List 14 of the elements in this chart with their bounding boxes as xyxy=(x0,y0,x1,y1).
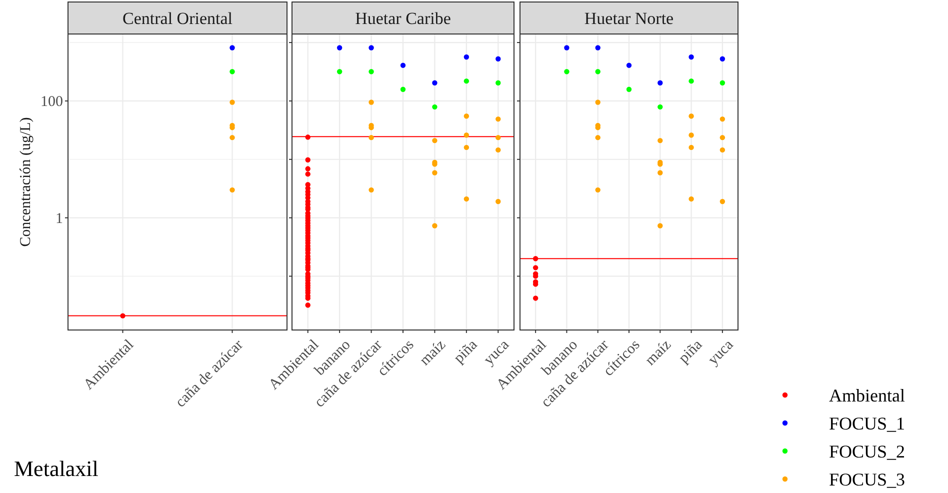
y-axis-title: Concentración (ug/L) xyxy=(18,117,34,247)
x-tick-label: piña xyxy=(676,336,706,367)
x-tick-label: maíz xyxy=(642,336,675,369)
chart-title: Central Oriental xyxy=(122,9,233,28)
legend-label: FOCUS_3 xyxy=(829,469,906,490)
y-tick-label: 1 xyxy=(56,211,63,228)
legend-label: FOCUS_2 xyxy=(829,441,906,462)
chart-title: Huetar Norte xyxy=(584,9,674,28)
y-tick-label: 100 xyxy=(40,94,63,110)
legend-label: FOCUS_1 xyxy=(829,413,906,434)
chart-title: Huetar Caribe xyxy=(355,9,451,28)
text: Metalaxil xyxy=(14,456,98,481)
x-tick-label: piña xyxy=(451,336,481,367)
x-tick-label: maíz xyxy=(417,336,450,369)
